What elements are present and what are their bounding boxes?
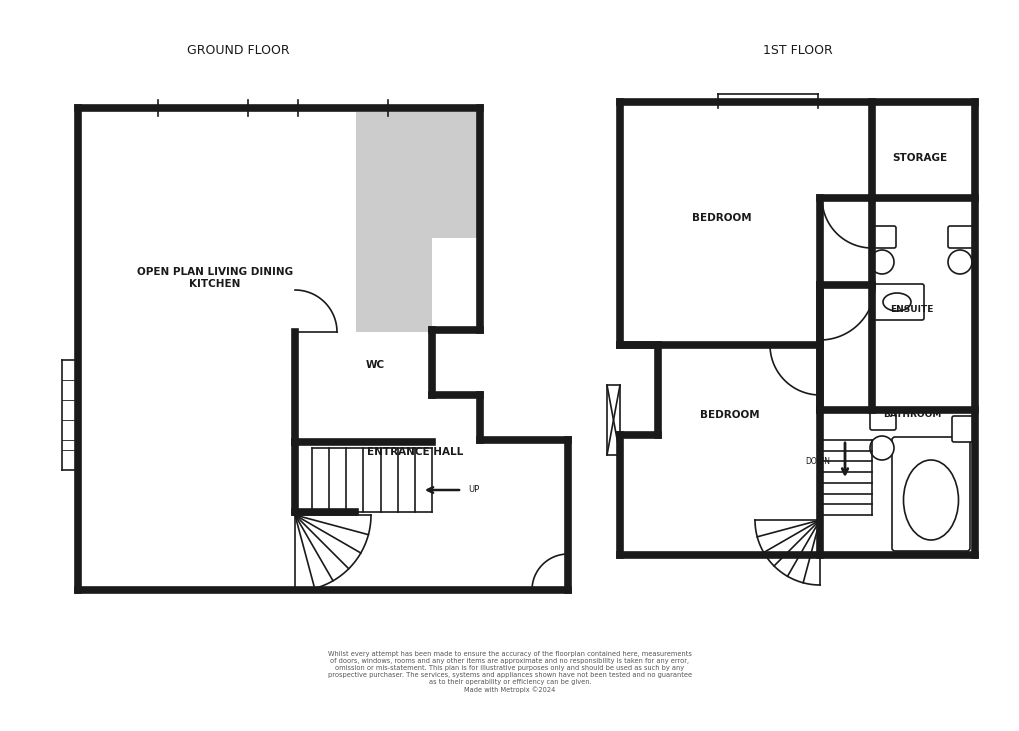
Text: ENSUITE: ENSUITE	[890, 306, 932, 314]
Circle shape	[947, 250, 971, 274]
Circle shape	[869, 250, 893, 274]
Text: UP: UP	[468, 485, 479, 494]
Text: 1ST FLOOR: 1ST FLOOR	[762, 44, 833, 56]
Circle shape	[869, 436, 893, 460]
Text: OPEN PLAN LIVING DINING
KITCHEN: OPEN PLAN LIVING DINING KITCHEN	[137, 268, 292, 289]
Text: WC: WC	[365, 360, 384, 370]
Text: BEDROOM: BEDROOM	[699, 410, 759, 420]
Ellipse shape	[882, 293, 910, 311]
Text: DOWN: DOWN	[805, 458, 829, 466]
FancyBboxPatch shape	[869, 226, 895, 248]
Ellipse shape	[903, 460, 958, 540]
FancyBboxPatch shape	[951, 416, 973, 442]
Text: BATHROOM: BATHROOM	[882, 411, 941, 420]
Text: ENTRANCE HALL: ENTRANCE HALL	[367, 447, 463, 457]
Text: STORAGE: STORAGE	[892, 153, 947, 163]
Polygon shape	[356, 112, 480, 238]
FancyBboxPatch shape	[869, 284, 923, 320]
Text: GROUND FLOOR: GROUND FLOOR	[186, 44, 289, 56]
Polygon shape	[356, 238, 432, 332]
Text: BEDROOM: BEDROOM	[692, 213, 751, 223]
FancyBboxPatch shape	[947, 226, 973, 248]
FancyBboxPatch shape	[869, 408, 895, 430]
Text: Whilst every attempt has been made to ensure the accuracy of the floorplan conta: Whilst every attempt has been made to en…	[328, 651, 691, 693]
Bar	[606, 385, 620, 455]
FancyBboxPatch shape	[892, 437, 969, 551]
